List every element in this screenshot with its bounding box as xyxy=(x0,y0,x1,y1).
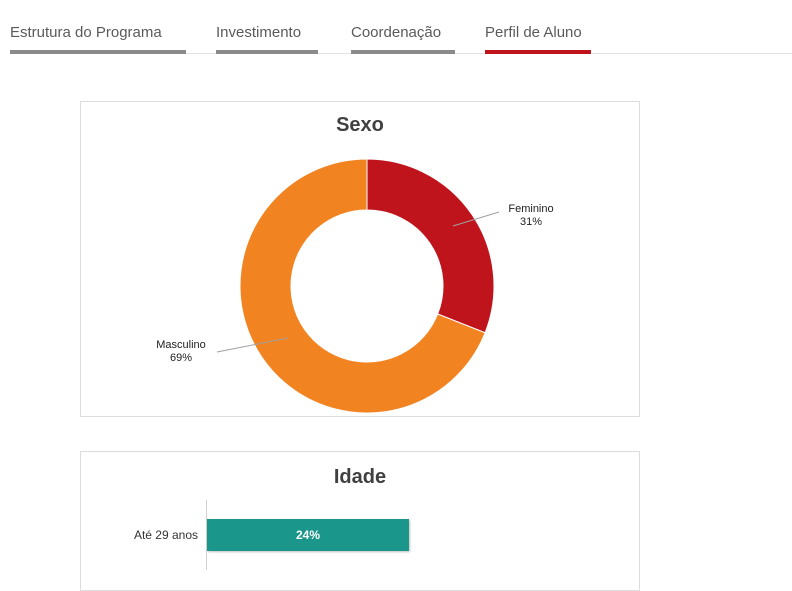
tab-bar: Estrutura do Programa Investimento Coord… xyxy=(10,0,792,54)
tab-label: Estrutura do Programa xyxy=(10,24,162,41)
tab-label: Perfil de Aluno xyxy=(485,24,582,41)
chart-title: Idade xyxy=(333,466,387,488)
slice-value-label: 31% xyxy=(520,216,542,228)
bar-category-label: Até 29 anos xyxy=(133,528,198,542)
slice-value-label: 69% xyxy=(170,352,192,364)
chart-panel-idade: Idade Até 29 anos 24% xyxy=(80,451,640,591)
tab-label: Coordenação xyxy=(351,24,442,41)
slice-label: Feminino xyxy=(508,203,553,215)
bar-0[interactable]: 24% xyxy=(207,519,409,551)
slice-label: Masculino xyxy=(156,339,206,351)
tab-underline-active xyxy=(485,50,591,54)
tab-underline xyxy=(10,50,186,54)
donut-slice-masculino[interactable] xyxy=(239,158,486,414)
leader-line xyxy=(452,211,500,227)
chart-title: Sexo xyxy=(336,114,384,136)
tab-estrutura-do-programa[interactable]: Estrutura do Programa xyxy=(10,24,186,54)
tab-label: Investimento xyxy=(216,24,302,41)
tab-investimento[interactable]: Investimento xyxy=(216,24,318,54)
bar-value-label: 24% xyxy=(295,528,321,542)
tab-perfil-de-aluno[interactable]: Perfil de Aluno xyxy=(485,24,591,54)
category-axis xyxy=(206,500,207,570)
chart-panel-sexo: Sexo Feminino 31% Masculino 69% xyxy=(80,101,640,417)
tab-underline xyxy=(351,50,455,54)
leader-line xyxy=(216,337,289,353)
tab-coordenacao[interactable]: Coordenação xyxy=(351,24,455,54)
tab-underline xyxy=(216,50,318,54)
donut-slice-feminino[interactable] xyxy=(366,158,495,334)
